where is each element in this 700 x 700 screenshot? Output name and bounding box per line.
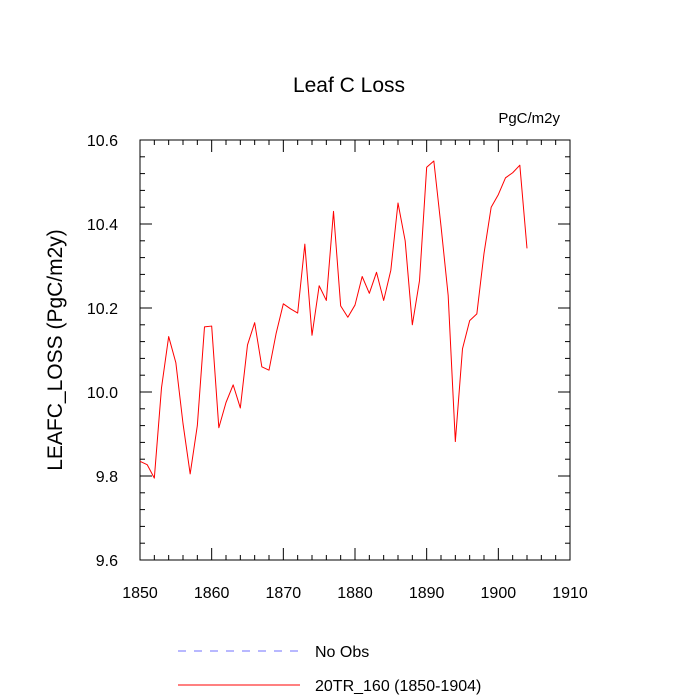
- y-axis-label: LEAFC_LOSS (PgC/m2y): [44, 229, 67, 471]
- legend: No Obs 20TR_160 (1850-1904): [178, 644, 481, 695]
- y-tick-label: 10.6: [87, 133, 118, 150]
- x-tick-label: 1880: [337, 585, 373, 602]
- units-label: PgC/m2y: [498, 110, 560, 127]
- ticks: [139, 139, 571, 561]
- x-tick-label: 1900: [481, 585, 517, 602]
- y-tick-label: 10.4: [87, 217, 118, 234]
- chart-title: Leaf C Loss: [293, 74, 405, 97]
- series-group: [139, 160, 528, 479]
- x-tick-label: 1910: [552, 585, 588, 602]
- x-tick-labels: 1850 1860 1870 1880 1890 1900 1910: [122, 585, 588, 602]
- legend-label-20tr-160: 20TR_160 (1850-1904): [315, 678, 481, 695]
- plot-frame: [139, 139, 571, 561]
- y-tick-label: 10.0: [87, 385, 118, 402]
- x-tick-label: 1860: [194, 585, 230, 602]
- y-tick-labels: 9.6 9.8 10.0 10.2 10.4 10.6: [87, 133, 118, 570]
- x-tick-label: 1850: [122, 585, 158, 602]
- y-tick-label: 9.6: [96, 553, 118, 570]
- y-tick-label: 9.8: [96, 469, 118, 486]
- series-line-20tr-160: [139, 160, 528, 479]
- legend-label-no-obs: No Obs: [315, 644, 369, 661]
- y-tick-label: 10.2: [87, 301, 118, 318]
- x-tick-label: 1870: [266, 585, 302, 602]
- x-tick-label: 1890: [409, 585, 445, 602]
